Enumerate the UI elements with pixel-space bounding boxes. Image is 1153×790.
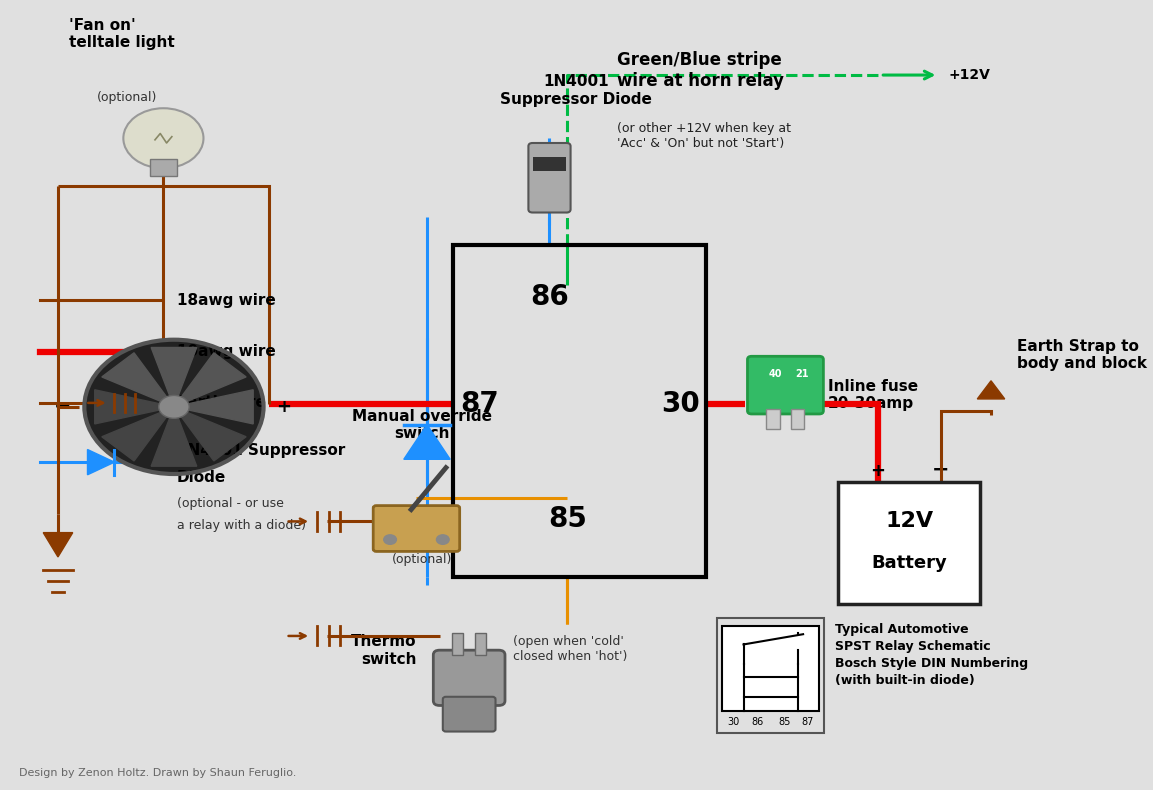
Circle shape: [159, 396, 189, 418]
Text: 87: 87: [801, 717, 814, 728]
Text: Diode: Diode: [178, 471, 226, 485]
Circle shape: [123, 108, 203, 168]
Text: Typical Automotive: Typical Automotive: [835, 623, 969, 635]
Text: (open when 'cold'
closed when 'hot'): (open when 'cold' closed when 'hot'): [513, 634, 627, 663]
Polygon shape: [174, 407, 246, 461]
Text: (optional - or use: (optional - or use: [178, 497, 284, 510]
Text: 'Fan on'
telltale light: 'Fan on' telltale light: [68, 18, 174, 51]
Text: 87: 87: [460, 390, 499, 418]
Bar: [791, 409, 805, 429]
FancyBboxPatch shape: [374, 506, 460, 551]
Text: 30: 30: [728, 717, 740, 728]
Text: SPST Relay Schematic: SPST Relay Schematic: [835, 640, 990, 653]
Text: (with built-in diode): (with built-in diode): [835, 674, 974, 687]
Text: Inline fuse
20-30amp: Inline fuse 20-30amp: [828, 378, 918, 412]
Text: Bosch Style DIN Numbering: Bosch Style DIN Numbering: [835, 656, 1028, 670]
Text: Earth wire: Earth wire: [178, 396, 266, 410]
Text: 1N4001
Suppressor Diode: 1N4001 Suppressor Diode: [500, 74, 651, 107]
Bar: [767, 409, 781, 429]
FancyBboxPatch shape: [528, 143, 571, 213]
Text: −: −: [932, 460, 949, 480]
Polygon shape: [151, 348, 197, 407]
Text: (optional): (optional): [392, 553, 452, 566]
Polygon shape: [43, 532, 73, 557]
Bar: [150, 159, 178, 176]
Bar: [452, 633, 462, 655]
Text: Design by Zenon Holtz. Drawn by Shaun Feruglio.: Design by Zenon Holtz. Drawn by Shaun Fe…: [18, 768, 296, 778]
Polygon shape: [101, 353, 174, 407]
Text: (or other +12V when key at
'Acc' & 'On' but not 'Start'): (or other +12V when key at 'Acc' & 'On' …: [617, 122, 791, 150]
Text: 85: 85: [778, 717, 791, 728]
Text: +: +: [277, 398, 292, 416]
Text: 86: 86: [530, 283, 568, 310]
Text: Thermo
switch: Thermo switch: [351, 634, 416, 667]
FancyBboxPatch shape: [747, 356, 823, 414]
Text: +12V: +12V: [949, 68, 990, 82]
Polygon shape: [174, 353, 246, 407]
Polygon shape: [174, 389, 254, 424]
Bar: [717, 618, 824, 733]
Text: 21: 21: [796, 369, 809, 379]
Text: 12V: 12V: [886, 511, 934, 531]
Text: Green/Blue stripe
wire at horn relay: Green/Blue stripe wire at horn relay: [617, 51, 784, 90]
Text: Manual override
switch: Manual override switch: [352, 409, 491, 442]
Circle shape: [84, 340, 264, 474]
Bar: [475, 633, 487, 655]
Text: 40: 40: [768, 369, 782, 379]
Text: 1N4001 Suppressor: 1N4001 Suppressor: [178, 443, 346, 457]
Bar: [722, 626, 819, 711]
Polygon shape: [95, 389, 174, 424]
Bar: [744, 677, 798, 698]
Bar: [453, 245, 707, 577]
Polygon shape: [151, 407, 197, 466]
Bar: [838, 482, 980, 604]
Text: 85: 85: [548, 505, 587, 533]
Circle shape: [384, 535, 397, 544]
Text: 10awg wire: 10awg wire: [178, 344, 276, 359]
Polygon shape: [404, 424, 450, 459]
Text: 30: 30: [661, 390, 700, 418]
Text: Battery: Battery: [872, 554, 947, 572]
Text: 86: 86: [751, 717, 763, 728]
FancyBboxPatch shape: [434, 650, 505, 705]
Text: −: −: [54, 397, 71, 417]
Text: (optional): (optional): [97, 91, 157, 104]
Text: Earth Strap to
body and block: Earth Strap to body and block: [1017, 339, 1147, 371]
Text: 18awg wire: 18awg wire: [178, 293, 276, 307]
Text: a relay with a diode): a relay with a diode): [178, 519, 306, 532]
Bar: [533, 157, 566, 171]
Circle shape: [437, 535, 450, 544]
FancyBboxPatch shape: [443, 697, 496, 732]
Text: +: +: [871, 461, 886, 480]
Polygon shape: [88, 450, 114, 475]
Polygon shape: [101, 407, 174, 461]
Polygon shape: [978, 381, 1004, 399]
